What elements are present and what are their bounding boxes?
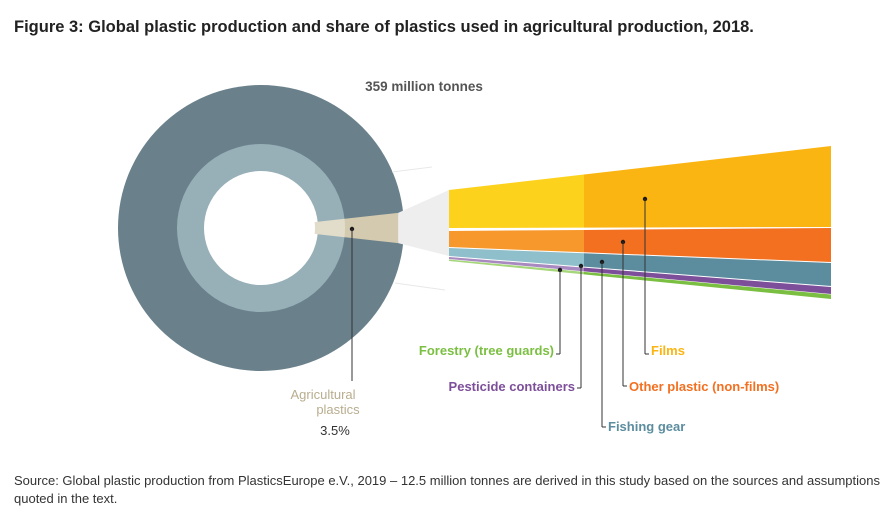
band-films-left bbox=[449, 174, 584, 228]
label-other-plastic: Other plastic (non-films) bbox=[629, 379, 779, 394]
band-pesticide-containers bbox=[584, 267, 831, 294]
funnel-guide-bottom bbox=[394, 282, 446, 291]
leader-lines bbox=[349, 196, 649, 428]
band-pesticide-containers-left bbox=[449, 257, 584, 272]
agricultural-slice bbox=[314, 212, 399, 244]
label-pesticide: Pesticide containers bbox=[449, 379, 575, 394]
label-total: 359 million tonnes bbox=[365, 79, 483, 94]
label-fishing-gear: Fishing gear bbox=[608, 419, 685, 434]
chart: Films Other plastic (non-films) Fishing ge… bbox=[118, 79, 831, 438]
band-films bbox=[584, 146, 831, 228]
source-note: Source: Global plastic production from P… bbox=[14, 473, 880, 506]
band-forestry-tree-guards bbox=[584, 271, 831, 299]
agricultural-slice-inner bbox=[314, 218, 345, 238]
label-agricultural-value: 3.5% bbox=[320, 423, 350, 438]
label-forestry: Forestry (tree guards) bbox=[419, 343, 554, 358]
label-films: Films bbox=[651, 343, 685, 358]
band-fishing-gear bbox=[584, 253, 831, 286]
band-other-plastic-non-films bbox=[584, 228, 831, 262]
donut-hole bbox=[204, 171, 318, 285]
chart-labels: Films Other plastic (non-films) Fishing ge… bbox=[290, 79, 779, 438]
funnel-spread bbox=[398, 190, 449, 256]
figure-title: Figure 3: Global plastic production and … bbox=[14, 18, 754, 36]
label-agricultural-line1: Agricultural bbox=[290, 387, 355, 402]
breakdown-funnel bbox=[391, 166, 449, 291]
breakdown-bands bbox=[449, 146, 831, 299]
funnel-guide-top bbox=[391, 166, 433, 173]
band-forestry-tree-guards-left bbox=[449, 259, 584, 275]
band-other-plastic-non-films-left bbox=[449, 229, 584, 253]
band-fishing-gear-left bbox=[449, 248, 584, 267]
label-agricultural-line2: plastics bbox=[316, 402, 360, 417]
donut-chart bbox=[118, 85, 404, 371]
